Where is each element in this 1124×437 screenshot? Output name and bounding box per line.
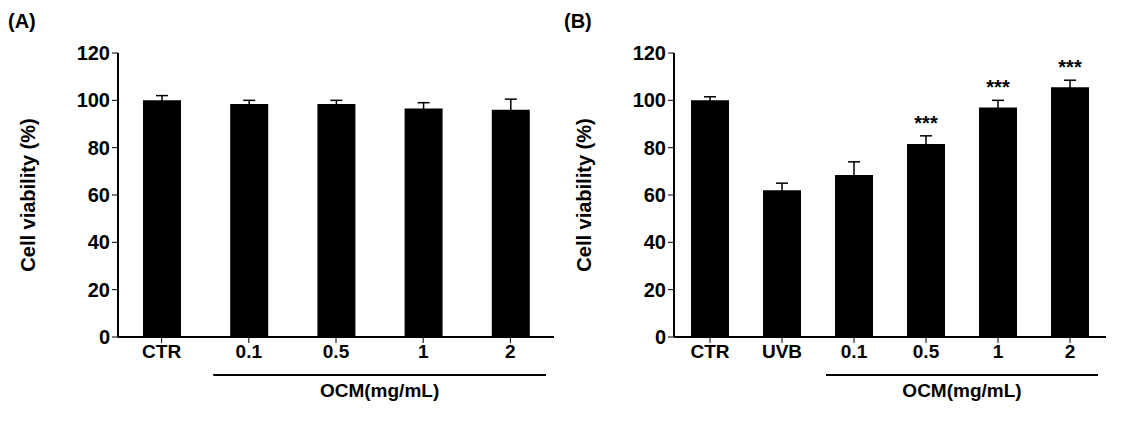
svg-text:80: 80 (644, 137, 666, 159)
svg-text:OCM(mg/mL): OCM(mg/mL) (902, 380, 1021, 401)
svg-text:100: 100 (633, 89, 666, 111)
svg-text:2: 2 (505, 341, 516, 362)
svg-text:Cell viability (%): Cell viability (%) (573, 118, 595, 271)
svg-text:0: 0 (655, 326, 666, 348)
svg-text:20: 20 (644, 279, 666, 301)
svg-text:Cell viability (%): Cell viability (%) (17, 118, 39, 271)
svg-text:0.5: 0.5 (323, 341, 350, 362)
svg-text:***: *** (1058, 56, 1082, 78)
svg-text:(A): (A) (8, 10, 36, 32)
svg-text:***: *** (986, 76, 1010, 98)
svg-text:UVB: UVB (762, 341, 802, 362)
svg-text:0.1: 0.1 (236, 341, 263, 362)
svg-text:0.1: 0.1 (841, 341, 868, 362)
svg-text:120: 120 (633, 42, 666, 64)
svg-text:60: 60 (644, 184, 666, 206)
svg-text:80: 80 (88, 137, 110, 159)
svg-text:1: 1 (993, 341, 1004, 362)
svg-text:0: 0 (99, 326, 110, 348)
svg-text:1: 1 (418, 341, 429, 362)
svg-text:CTR: CTR (142, 341, 181, 362)
svg-text:120: 120 (77, 42, 110, 64)
svg-text:OCM(mg/mL): OCM(mg/mL) (320, 380, 439, 401)
svg-text:0.5: 0.5 (913, 341, 940, 362)
svg-text:20: 20 (88, 279, 110, 301)
svg-text:***: *** (914, 112, 938, 134)
svg-text:60: 60 (88, 184, 110, 206)
svg-text:100: 100 (77, 89, 110, 111)
svg-text:40: 40 (88, 231, 110, 253)
svg-text:2: 2 (1065, 341, 1076, 362)
svg-text:(B): (B) (564, 10, 592, 32)
svg-text:40: 40 (644, 231, 666, 253)
svg-text:CTR: CTR (690, 341, 729, 362)
